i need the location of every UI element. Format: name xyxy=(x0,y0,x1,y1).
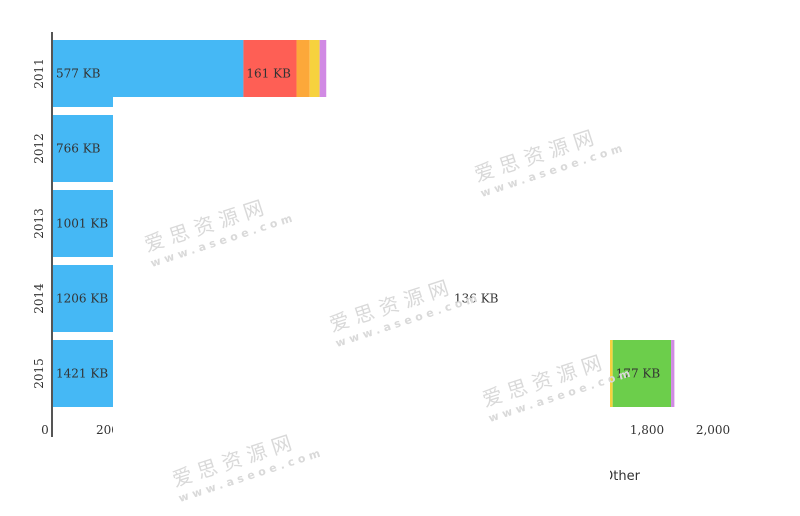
bar-2011-segment-1 xyxy=(243,40,297,107)
x-tick-label: 1,800 xyxy=(630,423,664,437)
x-tick-label: 200 xyxy=(96,423,119,437)
category-label-2012: 2012 xyxy=(32,133,46,164)
data-labels-layer: 577 KB 161 KB 766 KB 1001 KB 1206 KB 136 KB 14… xyxy=(56,67,660,381)
bar-2015-segment-5 xyxy=(671,340,675,407)
bar-2011-segment-0 xyxy=(53,40,244,107)
rendering-gaps xyxy=(113,97,800,516)
data-label-2014-segment-0: 1206 KB xyxy=(56,292,108,306)
category-label-2011: 2011 xyxy=(32,58,46,89)
bar-2015-segment-4 xyxy=(612,340,672,407)
blank-area-mask xyxy=(610,412,800,468)
x-tick-label: 2,000 xyxy=(696,423,730,437)
data-label-2015-segment-4: 177 KB xyxy=(616,367,661,381)
data-label-2011-segment-0: 577 KB xyxy=(56,67,101,81)
data-label-2014-segment-5: 136 KB xyxy=(454,292,499,306)
category-label-2015: 2015 xyxy=(32,358,46,389)
bar-2011-segment-2 xyxy=(296,40,310,107)
category-label-2014: 2014 xyxy=(32,283,46,314)
bar-2011-segment-3 xyxy=(309,40,320,107)
data-label-2015-segment-0: 1421 KB xyxy=(56,367,108,381)
data-label-2012-segment-0: 766 KB xyxy=(56,142,101,156)
data-label-2013-segment-0: 1001 KB xyxy=(56,217,108,231)
legend-item-other: Other xyxy=(603,469,641,484)
data-label-2011-segment-1: 161 KB xyxy=(246,67,291,81)
bar-2011-segment-5 xyxy=(319,40,327,107)
category-label-2013: 2013 xyxy=(32,208,46,239)
axis-layer: 2011 2012 2013 2014 2015 0 200 1,800 2,000 Other xyxy=(32,32,730,484)
blank-area-mask xyxy=(113,97,610,516)
x-tick-label: 0 xyxy=(41,423,49,437)
